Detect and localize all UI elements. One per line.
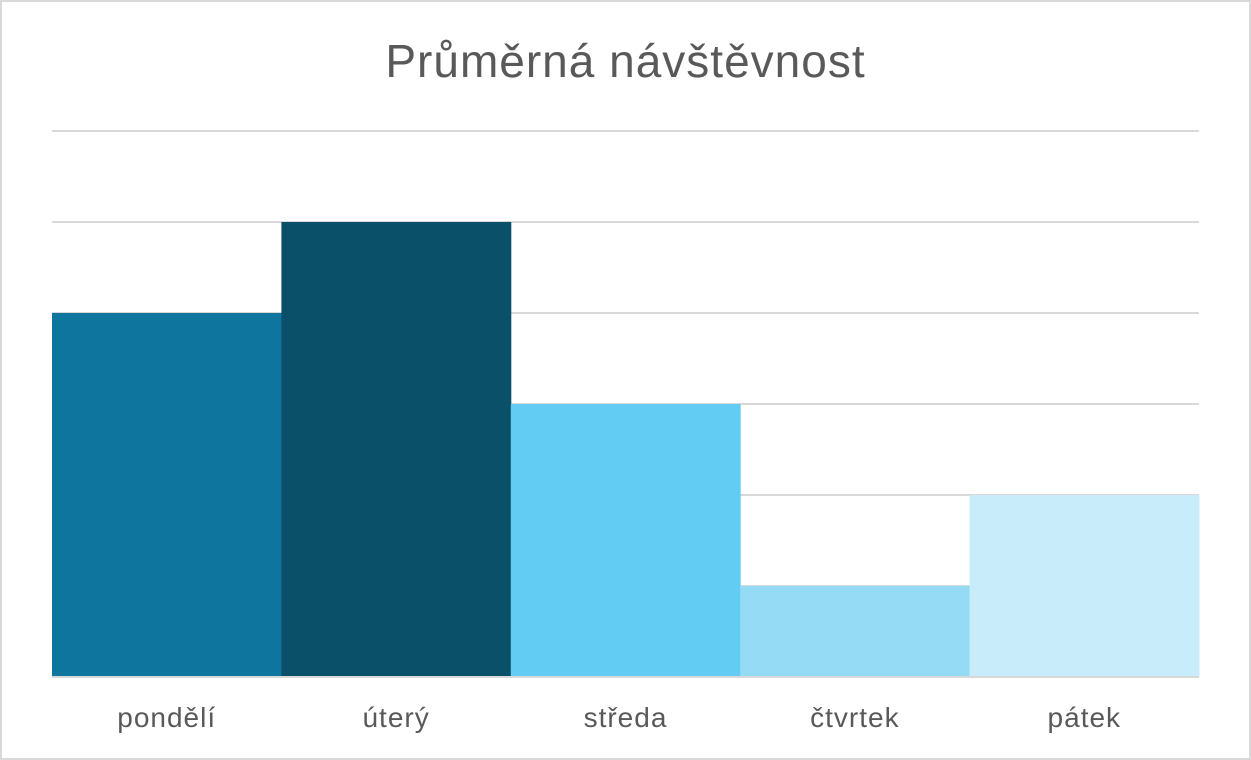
- bar: [510, 404, 741, 677]
- x-tick-label: čtvrtek: [810, 702, 899, 733]
- x-tick-label: pondělí: [117, 702, 216, 733]
- bar: [281, 222, 512, 677]
- x-tick-label: středa: [584, 702, 668, 733]
- bar: [969, 495, 1200, 677]
- bar: [52, 313, 282, 677]
- chart-title: Průměrná návštěvnost: [385, 35, 866, 87]
- x-tick-label: pátek: [1048, 702, 1122, 733]
- x-tick-label: úterý: [362, 702, 429, 733]
- bar: [740, 586, 971, 677]
